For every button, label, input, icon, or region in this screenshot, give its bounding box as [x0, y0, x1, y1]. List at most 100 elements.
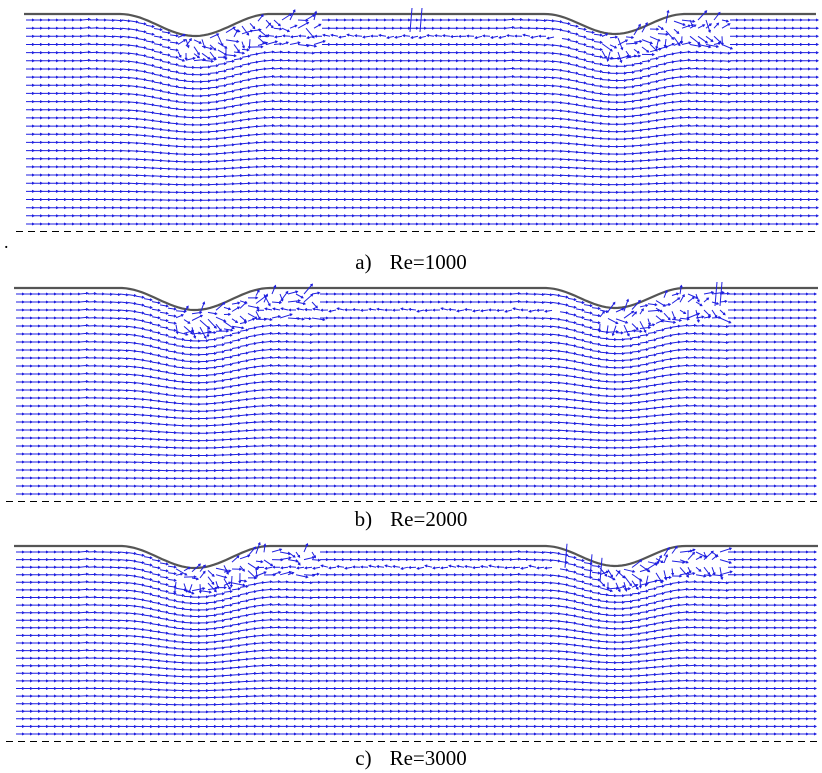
velocity-arrow [121, 214, 131, 218]
velocity-arrow [167, 393, 177, 398]
velocity-arrow [344, 356, 353, 360]
velocity-arrow [151, 346, 161, 350]
velocity-arrow [177, 71, 187, 76]
velocity-arrow [328, 420, 337, 424]
velocity-arrow [424, 476, 433, 480]
velocity-arrow [354, 197, 363, 202]
velocity-arrow [792, 364, 801, 368]
velocity-arrow [474, 91, 483, 96]
velocity-arrow [466, 100, 475, 104]
velocity-arrow [105, 59, 115, 63]
velocity-arrow [689, 173, 699, 177]
velocity-arrow [625, 85, 635, 89]
velocity-arrow [169, 63, 179, 67]
velocity-arrow [527, 300, 537, 304]
velocity-arrow [135, 468, 145, 472]
velocity-arrow [305, 189, 315, 194]
velocity-arrow [400, 428, 409, 432]
velocity-arrow [177, 190, 187, 195]
velocity-arrow [111, 444, 121, 448]
velocity-arrow [482, 181, 491, 185]
velocity-arrow [657, 173, 667, 177]
velocity-arrow [434, 108, 443, 112]
velocity-arrow [103, 340, 113, 344]
velocity-arrow [697, 148, 707, 152]
velocity-arrow [575, 407, 585, 411]
velocity-arrow [296, 307, 305, 311]
velocity-arrow [575, 468, 585, 473]
velocity-arrow [617, 78, 627, 83]
velocity-arrow [679, 347, 689, 351]
velocity-arrow [201, 86, 211, 90]
velocity-arrow [376, 396, 385, 400]
velocity-arrow [504, 468, 513, 472]
velocity-arrow [313, 40, 326, 45]
velocity-arrow [191, 409, 201, 413]
velocity-arrow [623, 337, 633, 341]
velocity-arrow [424, 452, 433, 456]
velocity-arrow [591, 335, 601, 339]
velocity-arrow [808, 436, 817, 440]
velocity-arrow [513, 75, 523, 79]
velocity-arrow [24, 300, 33, 304]
velocity-arrow [386, 140, 395, 144]
velocity-arrow [72, 404, 81, 408]
velocity-arrow [328, 316, 337, 320]
velocity-arrow [599, 446, 609, 450]
velocity-arrow [754, 173, 763, 177]
velocity-arrow [129, 157, 139, 161]
velocity-arrow [504, 380, 513, 384]
velocity-arrow [175, 469, 185, 473]
velocity-arrow [328, 348, 337, 352]
velocity-arrow [127, 365, 137, 369]
velocity-arrow [378, 165, 387, 169]
velocity-arrow [98, 197, 107, 202]
velocity-arrow [456, 436, 465, 440]
velocity-arrow [223, 392, 233, 396]
velocity-arrow [706, 59, 715, 63]
velocity-arrow [161, 68, 171, 72]
velocity-arrow [496, 308, 505, 313]
velocity-arrow [808, 444, 817, 448]
velocity-arrow [127, 436, 137, 441]
velocity-arrow [95, 324, 105, 328]
velocity-arrow [521, 18, 531, 22]
velocity-arrow [34, 42, 43, 47]
velocity-arrow [103, 300, 113, 304]
velocity-arrow [521, 108, 531, 112]
velocity-arrow [553, 28, 563, 32]
velocity-arrow [784, 332, 793, 336]
velocity-arrow [426, 132, 435, 136]
velocity-arrow [231, 445, 241, 449]
velocity-arrow [239, 413, 249, 417]
velocity-arrow [432, 356, 441, 360]
velocity-arrow [34, 157, 43, 161]
velocity-arrow [527, 380, 537, 384]
velocity-arrow [706, 148, 715, 153]
velocity-arrow [607, 373, 617, 377]
velocity-arrow [808, 300, 817, 304]
velocity-arrow [625, 198, 635, 202]
velocity-arrow [311, 317, 326, 322]
velocity-arrow [649, 36, 661, 42]
velocity-arrow [786, 197, 795, 202]
velocity-arrow [74, 34, 83, 38]
velocity-arrow [368, 316, 377, 320]
velocity-arrow [175, 409, 185, 413]
velocity-arrow [810, 165, 819, 169]
velocity-arrow [159, 423, 169, 427]
velocity-arrow [330, 148, 339, 153]
velocity-arrow [378, 189, 387, 193]
velocity-arrow [312, 404, 321, 408]
velocity-arrow [207, 318, 217, 329]
velocity-arrow [575, 422, 585, 426]
velocity-arrow [119, 309, 129, 313]
velocity-arrow [545, 51, 555, 55]
velocity-arrow [545, 92, 555, 96]
velocity-arrow [472, 396, 481, 400]
velocity-arrow [64, 316, 73, 320]
velocity-arrow [545, 173, 555, 177]
velocity-arrow [482, 34, 491, 38]
velocity-arrow [135, 389, 145, 393]
velocity-arrow [778, 148, 787, 153]
